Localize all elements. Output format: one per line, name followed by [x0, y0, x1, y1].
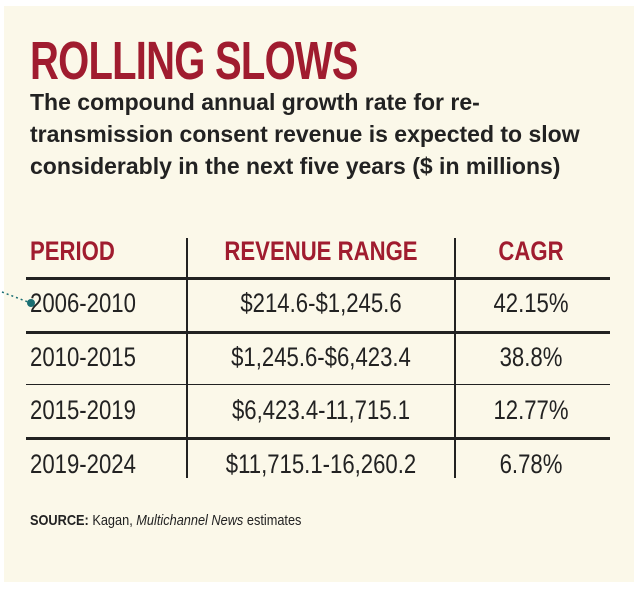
column-header: CAGR	[498, 236, 564, 266]
table-cell: $6,423.4-11,715.1	[231, 395, 411, 425]
table-cell: 2019-2024	[30, 448, 136, 479]
subtitle: The compound annual growth rate for re-t…	[30, 89, 580, 179]
table-cell: 38.8%	[499, 341, 563, 372]
source: SOURCE: Kagan, Multichannel News estimat…	[30, 512, 301, 529]
source-text: Kagan,	[92, 512, 133, 529]
row-divider	[26, 437, 610, 440]
table-cell: 2010-2015	[30, 341, 136, 372]
source-suffix: estimates	[246, 512, 302, 529]
table-cell: 2015-2019	[30, 395, 136, 425]
column-divider	[454, 238, 456, 478]
table-cell: 12.77%	[493, 395, 569, 425]
source-label: SOURCE:	[30, 512, 89, 529]
table-cell: $11,715.1-16,260.2	[225, 448, 417, 479]
table-cell: 42.15%	[493, 288, 569, 318]
column-header: REVENUE RANGE	[224, 236, 418, 266]
table-cell: $1,245.6-$6,423.4	[231, 341, 411, 372]
title: ROLLING SLOWS	[30, 31, 359, 91]
row-divider	[26, 384, 610, 385]
source-publication: Multichannel News	[136, 512, 244, 529]
pointer-decoration	[1, 291, 35, 307]
row-divider	[26, 331, 610, 334]
table-cell: $214.6-$1,245.6	[240, 288, 402, 318]
row-divider	[26, 277, 610, 280]
table-cell: 2006-2010	[30, 288, 136, 318]
panel	[4, 6, 634, 582]
table-cell: 6.78%	[499, 448, 563, 479]
column-header: PERIOD	[30, 236, 115, 266]
column-divider	[186, 238, 188, 478]
